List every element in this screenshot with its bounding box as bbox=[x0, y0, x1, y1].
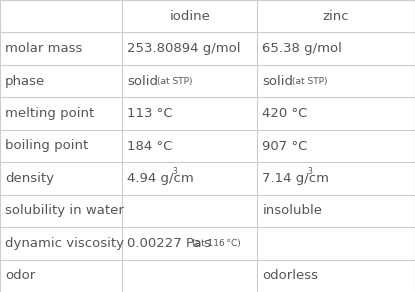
Text: odorless: odorless bbox=[262, 269, 318, 282]
Text: density: density bbox=[5, 172, 54, 185]
Text: dynamic viscosity: dynamic viscosity bbox=[5, 237, 124, 250]
Text: zinc: zinc bbox=[323, 10, 349, 23]
Text: 0.00227 Pa s: 0.00227 Pa s bbox=[127, 237, 211, 250]
Text: 3: 3 bbox=[307, 167, 312, 176]
Text: solid: solid bbox=[262, 75, 293, 88]
Text: odor: odor bbox=[5, 269, 35, 282]
Text: solubility in water: solubility in water bbox=[5, 204, 124, 217]
Text: molar mass: molar mass bbox=[5, 42, 82, 55]
Text: (at STP): (at STP) bbox=[292, 77, 328, 86]
Text: 113 °C: 113 °C bbox=[127, 107, 173, 120]
Text: 4.94 g/cm: 4.94 g/cm bbox=[127, 172, 194, 185]
Text: melting point: melting point bbox=[5, 107, 94, 120]
Text: 65.38 g/mol: 65.38 g/mol bbox=[262, 42, 342, 55]
Text: boiling point: boiling point bbox=[5, 140, 88, 152]
Text: insoluble: insoluble bbox=[262, 204, 322, 217]
Text: 253.80894 g/mol: 253.80894 g/mol bbox=[127, 42, 241, 55]
Text: 420 °C: 420 °C bbox=[262, 107, 308, 120]
Text: solid: solid bbox=[127, 75, 159, 88]
Text: 184 °C: 184 °C bbox=[127, 140, 173, 152]
Text: (at 116 °C): (at 116 °C) bbox=[192, 239, 240, 248]
Text: 907 °C: 907 °C bbox=[262, 140, 308, 152]
Text: 3: 3 bbox=[172, 167, 177, 176]
Text: (at STP): (at STP) bbox=[157, 77, 193, 86]
Text: iodine: iodine bbox=[169, 10, 210, 23]
Text: phase: phase bbox=[5, 75, 45, 88]
Text: 7.14 g/cm: 7.14 g/cm bbox=[262, 172, 329, 185]
